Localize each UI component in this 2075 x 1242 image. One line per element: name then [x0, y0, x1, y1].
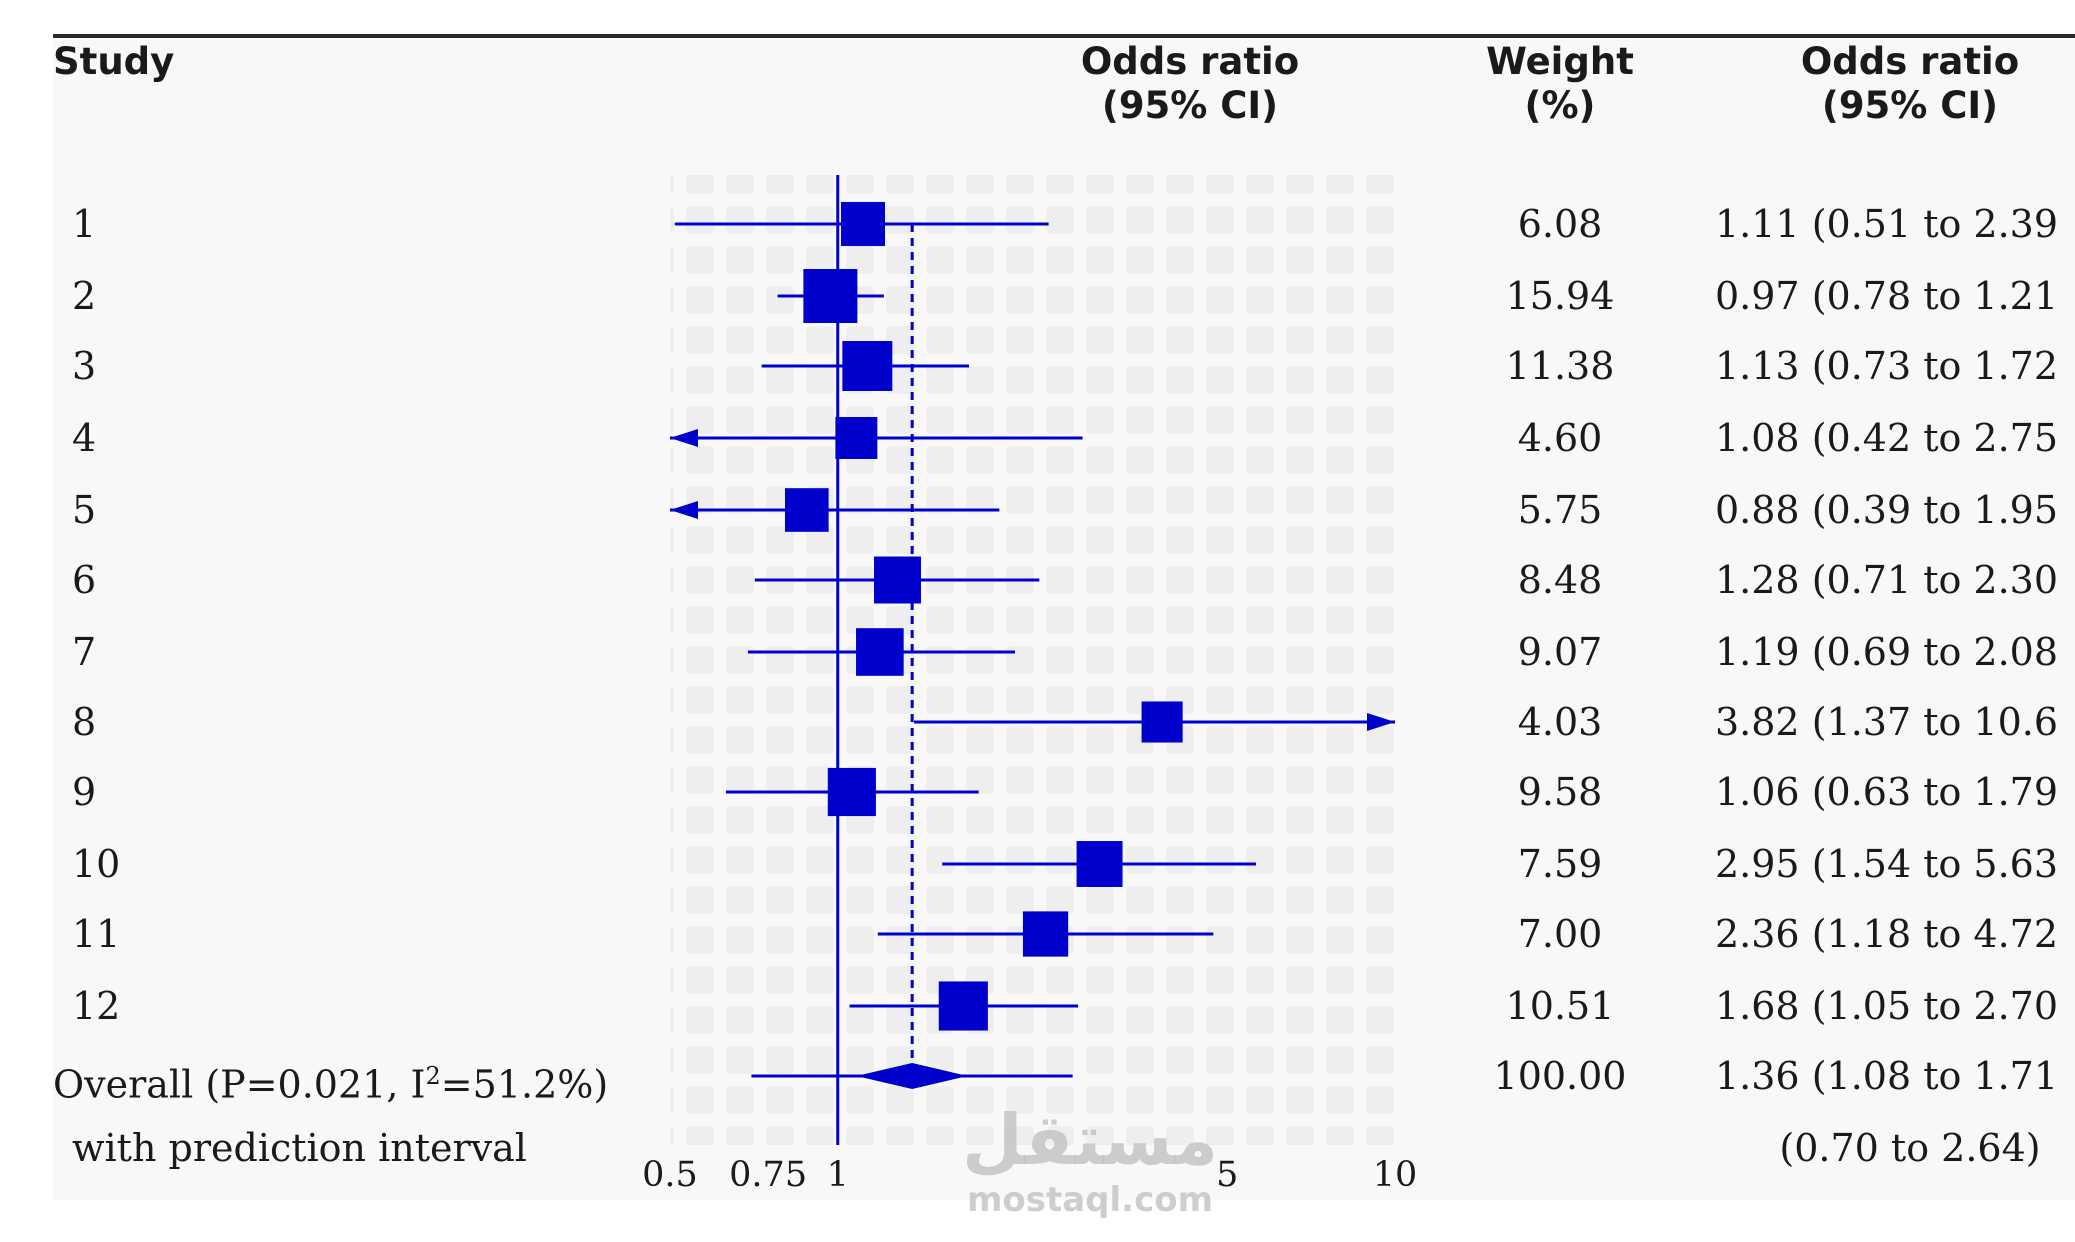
study-marker — [874, 556, 921, 604]
study-label: 5 — [72, 488, 97, 532]
study-label: 10 — [72, 842, 121, 886]
study-or-ci: 3.82 (1.37 to 10.6 — [1715, 700, 2059, 744]
study-marker — [803, 269, 858, 323]
study-label: 3 — [72, 344, 97, 388]
study-weight: 7.59 — [1517, 842, 1603, 886]
study-label: 2 — [72, 274, 97, 318]
study-weight: 6.08 — [1517, 202, 1603, 246]
study-label: 6 — [72, 558, 97, 602]
study-label: 8 — [72, 700, 97, 744]
study-label: 7 — [72, 630, 97, 674]
study-label: 9 — [72, 770, 97, 814]
ci-arrow-left — [670, 429, 698, 447]
overall-diamond — [856, 1063, 968, 1089]
x-tick-label: 10 — [1373, 1155, 1418, 1195]
prediction-interval-value: (0.70 to 2.64) — [1779, 1126, 2041, 1170]
study-weight: 9.58 — [1517, 770, 1603, 814]
study-weight: 5.75 — [1517, 488, 1603, 532]
study-or-ci: 2.36 (1.18 to 4.72 — [1715, 912, 2059, 956]
study-label: 4 — [72, 416, 97, 460]
top-rule — [53, 34, 2075, 38]
study-or-ci: 1.28 (0.71 to 2.30 — [1715, 558, 2059, 602]
study-weight: 4.03 — [1517, 700, 1603, 744]
watermark-latin: mostaql.com — [966, 1180, 1214, 1220]
overall-label-post: =51.2%) — [440, 1062, 609, 1107]
study-marker — [827, 767, 876, 817]
study-or-ci: 1.06 (0.63 to 1.79 — [1715, 770, 2059, 814]
study-or-ci: 1.19 (0.69 to 2.08 — [1715, 630, 2059, 674]
study-marker — [938, 981, 988, 1031]
study-weight: 7.00 — [1517, 912, 1603, 956]
overall-weight: 100.00 — [1493, 1054, 1627, 1098]
study-marker — [842, 341, 893, 391]
study-marker — [835, 417, 878, 459]
overall-label-sup: 2 — [425, 1062, 441, 1090]
header-odds-ratio-ci: Odds ratio (95% CI) — [1760, 40, 2060, 128]
study-marker — [785, 488, 829, 532]
study-marker — [1141, 701, 1183, 743]
header-weight-line2: (%) — [1524, 84, 1596, 127]
x-tick-label: 1 — [827, 1155, 849, 1195]
study-or-ci: 1.68 (1.05 to 2.70 — [1715, 984, 2059, 1028]
overall-or-ci: 1.36 (1.08 to 1.71 — [1715, 1054, 2059, 1098]
watermark: مستقل mostaql.com — [900, 1100, 1280, 1220]
study-weight: 10.51 — [1505, 984, 1615, 1028]
study-marker — [840, 201, 886, 247]
x-tick-label: 0.75 — [729, 1155, 807, 1195]
header-odds-ratio-ci-line1: Odds ratio — [1800, 40, 2020, 83]
study-weight: 11.38 — [1505, 344, 1615, 388]
header-study: Study — [53, 40, 175, 83]
header-weight: Weight (%) — [1420, 40, 1700, 128]
study-or-ci: 2.95 (1.54 to 5.63 — [1715, 842, 2059, 886]
prediction-interval-label: with prediction interval — [72, 1126, 527, 1170]
study-weight: 4.60 — [1517, 416, 1603, 460]
overall-label-pre: Overall (P=0.021, I — [53, 1062, 426, 1107]
overall-label: Overall (P=0.021, I2=51.2%) — [53, 1054, 608, 1107]
header-odds-ratio-ci-line2: (95% CI) — [1821, 84, 1999, 127]
study-label: 1 — [72, 202, 97, 246]
ci-arrow-left — [670, 501, 698, 519]
study-or-ci: 0.88 (0.39 to 1.95 — [1715, 488, 2059, 532]
x-tick-label: 5 — [1216, 1155, 1238, 1195]
header-weight-line1: Weight — [1486, 40, 1634, 83]
study-marker — [1076, 841, 1123, 887]
study-or-ci: 0.97 (0.78 to 1.21 — [1715, 274, 2059, 318]
study-or-ci: 1.13 (0.73 to 1.72 — [1715, 344, 2059, 388]
header-odds-ratio-plot: Odds ratio (95% CI) — [1040, 40, 1340, 128]
study-or-ci: 1.08 (0.42 to 2.75 — [1715, 416, 2059, 460]
study-weight: 8.48 — [1517, 558, 1603, 602]
study-weight: 9.07 — [1517, 630, 1603, 674]
watermark-arabic: مستقل — [961, 1099, 1218, 1181]
x-tick-label: 0.5 — [642, 1155, 698, 1195]
study-weight: 15.94 — [1505, 274, 1615, 318]
study-marker — [1022, 911, 1069, 957]
plot-area — [670, 175, 1395, 1145]
study-label: 11 — [72, 912, 121, 956]
study-or-ci: 1.11 (0.51 to 2.39 — [1715, 202, 2059, 246]
ci-arrow-right — [1367, 713, 1395, 731]
header-odds-ratio-plot-line1: Odds ratio — [1080, 40, 1300, 83]
study-marker — [856, 628, 904, 676]
study-label: 12 — [72, 984, 121, 1028]
header-odds-ratio-plot-line2: (95% CI) — [1101, 84, 1279, 127]
